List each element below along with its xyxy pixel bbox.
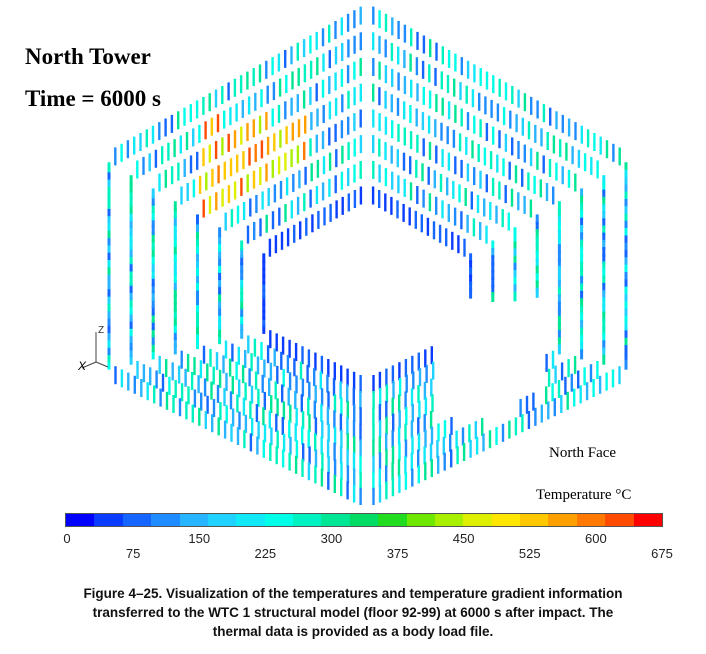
colorbar-tick-label: 450 (452, 531, 475, 546)
colorbar-tick-label: 75 (125, 546, 141, 561)
colorbar-segment (94, 514, 123, 526)
colorbar-tick-label: 300 (320, 531, 343, 546)
tower-title: North Tower (25, 44, 151, 69)
colorbar-segment (378, 514, 407, 526)
colorbar-segment (633, 514, 662, 526)
colorbar-segment (179, 514, 208, 526)
caption-line-1: Figure 4–25. Visualization of the temper… (83, 586, 623, 601)
axis-x-label: X (77, 359, 87, 373)
colorbar-segment (520, 514, 549, 526)
colorbar-segment (434, 514, 464, 526)
colorbar-segment (605, 514, 634, 526)
colorbar-segment (321, 514, 350, 526)
temperature-colorbar (65, 513, 663, 527)
axis-triad-icon: Z X (77, 325, 109, 373)
colorbar-segment (151, 514, 180, 526)
colorbar-segment (576, 514, 606, 526)
colorbar-segment (236, 514, 265, 526)
figure-caption: Figure 4–25. Visualization of the temper… (0, 584, 706, 641)
colorbar-tick-label: 600 (585, 531, 607, 546)
colorbar-segment (264, 514, 293, 526)
colorbar-segment (293, 514, 322, 526)
colorbar-segment (406, 514, 435, 526)
colorbar-segment (491, 514, 520, 526)
legend-title: Temperature °C (536, 487, 632, 503)
colorbar-tick-label: 225 (254, 546, 277, 561)
colorbar-segment (122, 514, 152, 526)
colorbar-tick-label: 675 (651, 546, 673, 561)
time-label: Time = 6000 s (25, 86, 161, 111)
colorbar-tick-label: 0 (63, 531, 71, 546)
caption-line-3: thermal data is provided as a body load … (212, 624, 494, 639)
colorbar-segment (207, 514, 237, 526)
colorbar-segment (66, 514, 95, 526)
colorbar-segment (548, 514, 577, 526)
structural-model-visualization (107, 6, 628, 505)
colorbar-segment (349, 514, 379, 526)
colorbar-tick-label: 150 (188, 531, 211, 546)
axis-z-label: Z (98, 325, 104, 336)
colorbar-tick-label: 375 (386, 546, 409, 561)
colorbar-tick-label: 525 (518, 546, 541, 561)
north-face-label: North Face (549, 445, 617, 461)
caption-line-2: transferred to the WTC 1 structural mode… (92, 605, 614, 620)
colorbar-segment (463, 514, 492, 526)
